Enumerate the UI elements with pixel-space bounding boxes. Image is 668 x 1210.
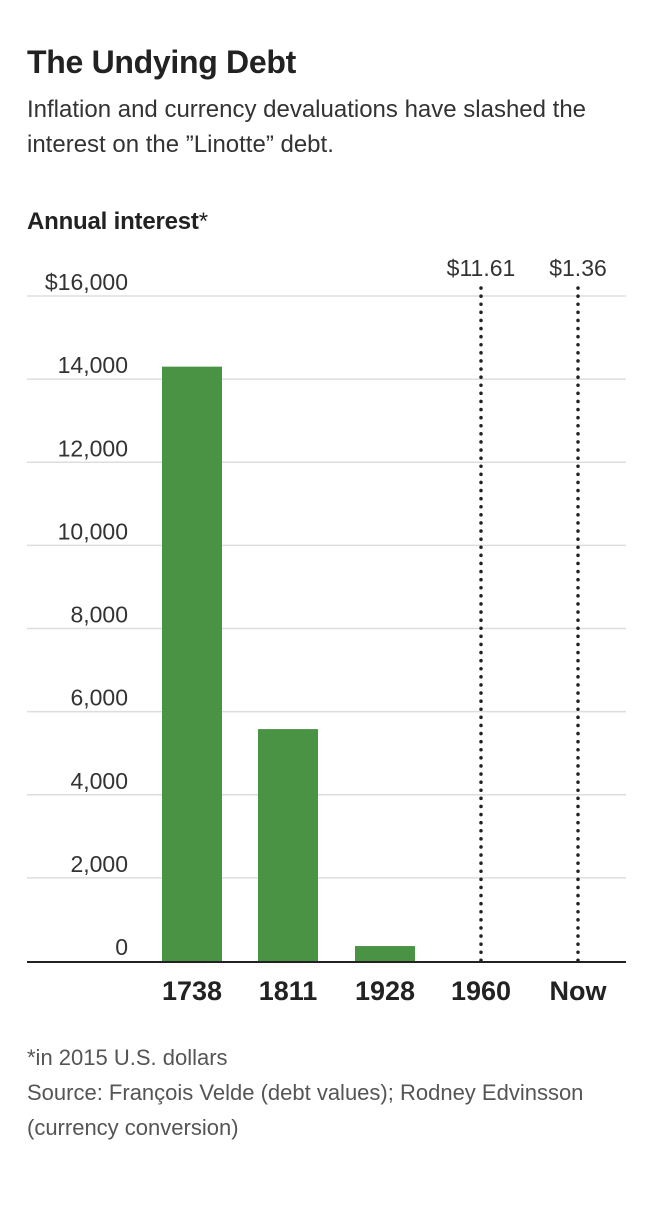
y-tick-label: 4,000 [70,768,128,794]
y-tick-label: 0 [115,934,128,960]
x-tick-label: 1960 [451,976,511,1006]
bar-1928 [355,946,415,961]
y-tick-label: 12,000 [58,435,128,461]
y-tick-label: 14,000 [58,352,128,378]
footnote-note: *in 2015 U.S. dollars [27,1045,228,1070]
y-tick-labels: 0 2,000 4,000 6,000 8,000 10,000 12,000 14,000 $… [45,269,128,960]
bar-chart: 0 2,000 4,000 6,000 8,000 10,000 12,000 14,000 $… [27,255,626,1006]
x-tick-label: 1928 [355,976,415,1006]
bar-1738 [162,366,222,961]
bars [162,366,415,961]
y-tick-label: 2,000 [70,851,128,877]
y-tick-label: $16,000 [45,269,128,295]
annotation-label-1960: $11.61 [447,255,516,281]
y-tick-label: 6,000 [70,685,128,711]
y-axis-label-marker: * [198,208,208,235]
x-tick-labels: 1738 1811 1928 1960 Now [162,976,608,1006]
y-tick-label: 8,000 [70,602,128,628]
footnotes: *in 2015 U.S. dollars Source: François V… [27,1040,647,1145]
y-axis-label-text: Annual interest [27,208,199,235]
chart-subtitle: Inflation and currency devaluations have… [27,96,587,158]
x-tick-label: Now [550,976,608,1006]
x-tick-label: 1738 [162,976,222,1006]
grid-lines [27,295,626,879]
chart-title: The Undying Debt [27,44,296,80]
footnote-source: Source: François Velde (debt values); Ro… [27,1080,584,1140]
bar-1811 [258,729,318,961]
y-tick-label: 10,000 [58,518,128,544]
x-tick-label: 1811 [259,976,318,1006]
annotations: $11.61 $1.36 [447,255,607,963]
annotation-label-Now: $1.36 [549,255,607,281]
y-axis-label: Annual interest* [27,208,208,236]
